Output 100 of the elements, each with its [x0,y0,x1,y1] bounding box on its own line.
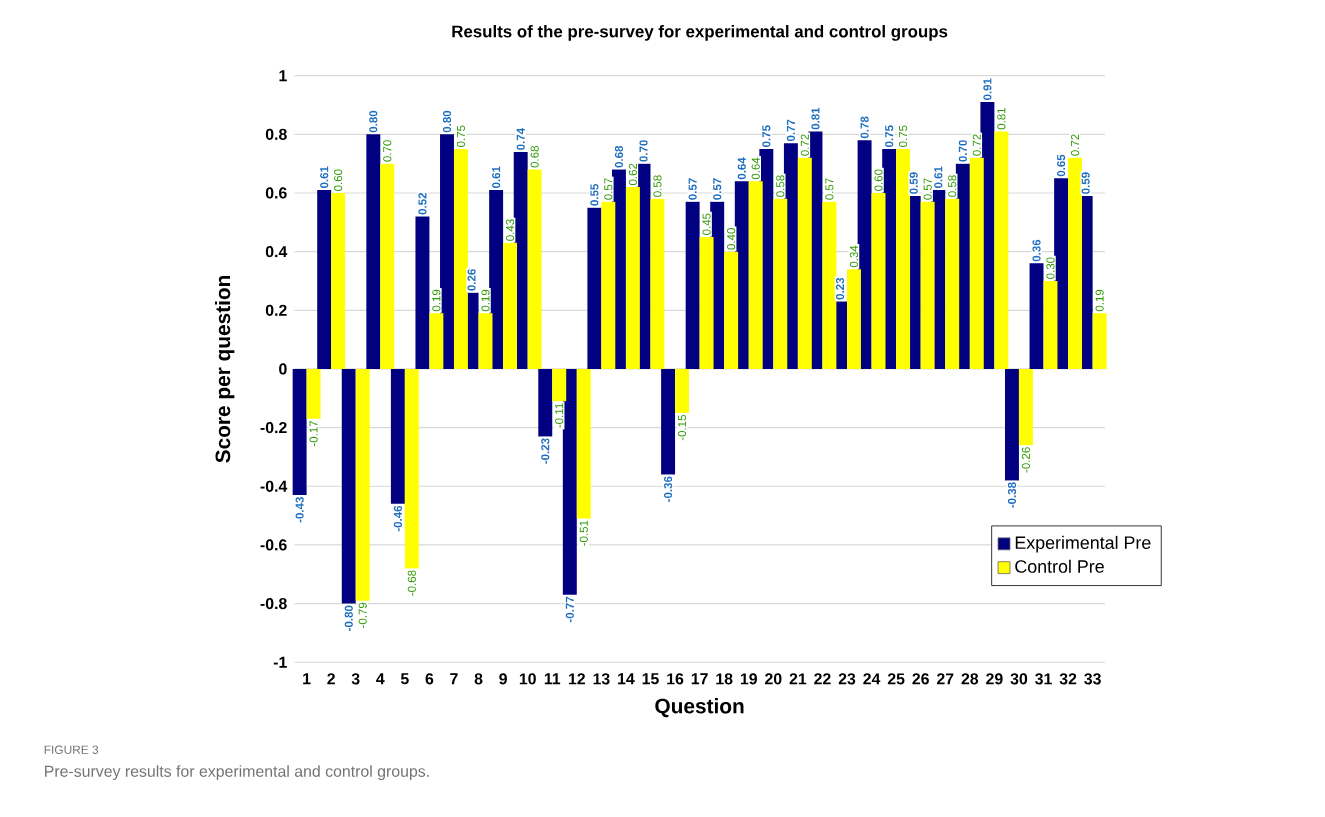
data-label: -0.23 [541,438,550,464]
x-tick-label: 33 [1084,673,1101,685]
bar [601,201,616,370]
bar [847,269,861,370]
y-tick-label: 0.6 [265,187,287,199]
x-tick-label: 30 [1010,673,1028,685]
bar [562,369,577,595]
data-label: -0.38 [1007,482,1017,508]
bar [773,199,788,370]
x-tick-label: 9 [499,673,507,685]
data-label: 0.58 [776,175,785,198]
y-tick-label: 1 [279,70,287,82]
data-label: 0.36 [1032,240,1041,262]
data-label: -0.17 [309,421,318,447]
data-label: 0.70 [639,140,648,162]
x-tick-label: 15 [642,673,659,685]
data-label: 0.68 [530,146,539,168]
data-label: 0.23 [835,278,845,300]
data-label: 0.75 [762,125,771,148]
x-tick-label: 28 [961,673,979,685]
y-tick-label: -0.2 [260,422,287,434]
x-tick-label: 8 [474,673,483,685]
x-tick-label: 6 [425,673,434,685]
bar [292,369,307,496]
bar [699,237,714,370]
data-label: 0.57 [923,178,932,200]
data-label: 0.70 [958,140,967,162]
bar [625,187,640,370]
x-tick-label: 21 [789,673,807,685]
data-label: 0.61 [492,166,501,189]
x-tick-label: 16 [667,673,684,685]
bar [1018,369,1033,446]
data-label: 0.59 [909,172,918,195]
bar [366,134,381,370]
x-tick-label: 20 [765,673,782,685]
data-label: -0.79 [358,602,367,629]
x-tick-label: 22 [814,673,831,685]
data-label: 0.57 [604,178,613,200]
x-axis-title: Question [655,698,744,718]
y-tick-label: -1 [273,656,287,668]
data-label: -0.36 [664,476,673,503]
bar [748,181,763,370]
data-label: 0.26 [467,269,476,291]
y-axis-title: Score per question [214,276,235,463]
bar [576,369,591,519]
bar [440,134,454,370]
x-tick-label: 10 [519,673,536,685]
bar [724,251,739,370]
legend-label: Control Pre [1015,559,1104,574]
data-label: 0.57 [688,178,697,200]
bar [552,369,567,402]
bar [527,169,542,370]
bar [306,369,321,420]
data-label: -0.46 [393,506,402,532]
data-label: 0.62 [628,163,637,186]
bar [969,158,984,370]
bar [538,369,553,437]
bar [1068,158,1083,370]
bar [1043,281,1058,370]
bar [380,163,395,370]
bar [317,190,332,370]
x-tick-label: 24 [863,673,881,685]
x-tick-label: 25 [887,673,905,685]
data-label: 0.45 [702,213,711,236]
data-label: -0.68 [407,570,416,596]
x-tick-label: 32 [1059,673,1077,685]
y-tick-label: 0.2 [265,304,287,317]
data-label: 0.91 [983,78,992,101]
bar [429,313,444,370]
bar [453,149,468,370]
data-label: 0.61 [934,166,943,189]
x-tick-label: 12 [568,673,585,685]
y-tick-label: 0.8 [265,128,287,141]
data-label: 0.59 [1081,172,1090,195]
data-label: 0.74 [516,128,525,151]
data-label: 0.75 [899,125,908,148]
data-label: 0.72 [1070,134,1080,156]
y-tick-label: 0.4 [265,246,288,258]
x-tick-label: 13 [593,673,610,685]
bar [478,313,493,370]
x-tick-label: 11 [544,673,561,685]
data-label: 0.60 [334,169,343,192]
x-tick-label: 26 [912,673,929,685]
data-label: -0.43 [295,497,304,523]
bar [341,369,356,604]
bar [415,216,430,370]
chart-title: Results of the pre-survey for experimental and control groups [452,25,948,42]
data-label: 0.52 [418,193,427,215]
bar [675,369,689,414]
data-label: 0.81 [811,107,820,130]
bar [390,369,405,505]
x-tick-label: 3 [351,673,360,685]
data-label: 0.70 [383,140,392,162]
x-tick-label: 5 [400,673,409,685]
data-label: -0.26 [1021,447,1030,473]
data-label: 0.77 [786,119,795,142]
x-tick-label: 4 [376,673,385,685]
data-label: 0.64 [751,157,760,180]
legend-label: Experimental Pre [1015,536,1151,553]
data-label: 0.80 [442,111,452,133]
